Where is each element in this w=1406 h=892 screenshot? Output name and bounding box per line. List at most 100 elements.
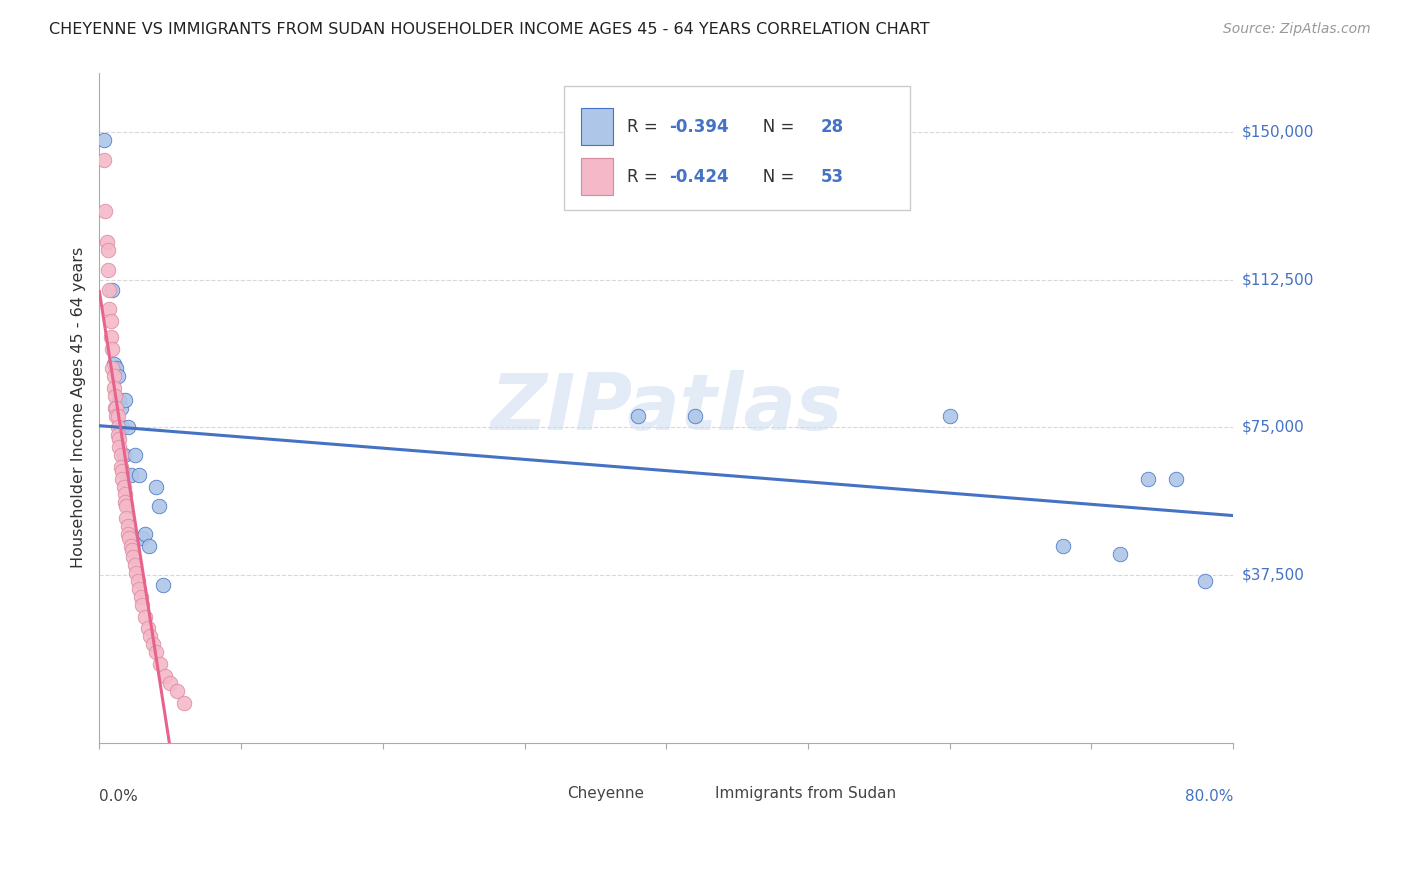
Text: Source: ZipAtlas.com: Source: ZipAtlas.com <box>1223 22 1371 37</box>
Point <box>107 369 129 384</box>
Point <box>114 495 136 509</box>
Point <box>683 409 706 423</box>
Point <box>122 550 145 565</box>
Point <box>148 500 170 514</box>
Point <box>103 369 125 384</box>
Text: -0.424: -0.424 <box>669 168 730 186</box>
Point <box>111 472 134 486</box>
Point <box>125 566 148 581</box>
Point <box>136 621 159 635</box>
Point <box>112 448 135 462</box>
Point <box>100 330 122 344</box>
Point <box>117 519 139 533</box>
FancyBboxPatch shape <box>581 108 613 145</box>
Point <box>111 464 134 478</box>
Point <box>97 263 120 277</box>
Point <box>101 342 124 356</box>
Point <box>128 582 150 596</box>
Y-axis label: Householder Income Ages 45 - 64 years: Householder Income Ages 45 - 64 years <box>72 247 86 568</box>
Point <box>1052 539 1074 553</box>
Point <box>121 542 143 557</box>
Point <box>139 629 162 643</box>
Text: $112,500: $112,500 <box>1241 272 1313 287</box>
Point <box>166 684 188 698</box>
Text: 80.0%: 80.0% <box>1185 789 1233 805</box>
Text: 53: 53 <box>820 168 844 186</box>
Point <box>134 609 156 624</box>
Point <box>114 392 136 407</box>
Point <box>149 657 172 671</box>
Point <box>131 531 153 545</box>
Point <box>110 459 132 474</box>
Point <box>94 203 117 218</box>
Point <box>103 358 125 372</box>
Point <box>115 500 138 514</box>
Text: $150,000: $150,000 <box>1241 125 1313 139</box>
Point <box>1194 574 1216 588</box>
Point <box>131 598 153 612</box>
Point <box>1108 547 1130 561</box>
Point <box>120 467 142 482</box>
Point <box>108 440 131 454</box>
Point <box>127 574 149 588</box>
Point <box>107 420 129 434</box>
Text: $75,000: $75,000 <box>1241 420 1303 435</box>
FancyBboxPatch shape <box>564 87 910 211</box>
Point <box>152 578 174 592</box>
Text: N =: N = <box>747 118 799 136</box>
Point <box>110 401 132 415</box>
Point <box>124 558 146 573</box>
Point <box>1166 472 1188 486</box>
Text: CHEYENNE VS IMMIGRANTS FROM SUDAN HOUSEHOLDER INCOME AGES 45 - 64 YEARS CORRELAT: CHEYENNE VS IMMIGRANTS FROM SUDAN HOUSEH… <box>49 22 929 37</box>
Text: 28: 28 <box>820 118 844 136</box>
Point <box>100 314 122 328</box>
Point <box>118 531 141 545</box>
Point <box>134 526 156 541</box>
Point <box>111 420 134 434</box>
Point <box>93 153 115 167</box>
Point <box>98 302 121 317</box>
Text: -0.394: -0.394 <box>669 118 730 136</box>
Point <box>129 590 152 604</box>
Point <box>105 409 128 423</box>
Point <box>96 235 118 250</box>
Point <box>115 511 138 525</box>
Text: R =: R = <box>627 168 662 186</box>
Point <box>107 428 129 442</box>
Point <box>103 381 125 395</box>
Point <box>159 676 181 690</box>
Point <box>101 283 124 297</box>
Text: N =: N = <box>747 168 799 186</box>
Point <box>142 637 165 651</box>
Point <box>128 467 150 482</box>
Point <box>627 409 650 423</box>
Point <box>124 448 146 462</box>
Point <box>105 361 128 376</box>
Point <box>145 645 167 659</box>
Point <box>101 361 124 376</box>
FancyBboxPatch shape <box>536 780 561 806</box>
Point <box>98 283 121 297</box>
Text: ZIPatlas: ZIPatlas <box>491 370 842 446</box>
Point <box>145 479 167 493</box>
Point <box>938 409 960 423</box>
Point <box>97 244 120 258</box>
Point <box>108 432 131 446</box>
Point <box>107 409 129 423</box>
Point <box>173 696 195 710</box>
Text: 0.0%: 0.0% <box>100 789 138 805</box>
FancyBboxPatch shape <box>581 159 613 195</box>
Point <box>108 392 131 407</box>
Text: R =: R = <box>627 118 662 136</box>
Point <box>1136 472 1159 486</box>
Text: $37,500: $37,500 <box>1241 567 1305 582</box>
FancyBboxPatch shape <box>683 780 709 806</box>
Point <box>105 401 128 415</box>
Point <box>120 539 142 553</box>
Point <box>138 539 160 553</box>
Point <box>112 479 135 493</box>
Point <box>110 448 132 462</box>
Point <box>153 668 176 682</box>
Point <box>104 389 127 403</box>
Point <box>117 420 139 434</box>
